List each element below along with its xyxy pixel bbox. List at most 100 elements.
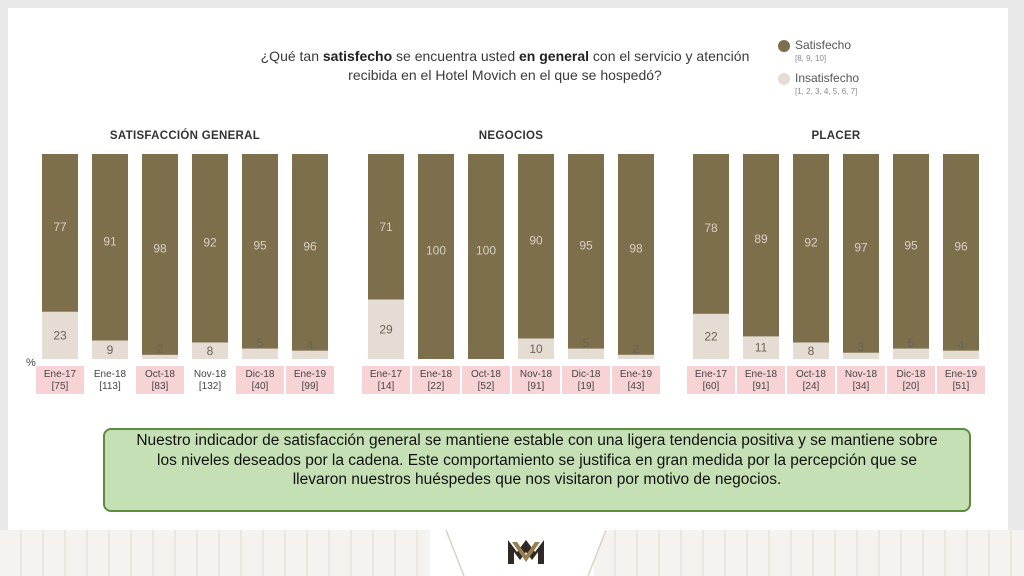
data-label-satisfecho: 95: [904, 238, 918, 252]
bar-satisfecho: [92, 154, 128, 341]
data-label-satisfecho: 71: [379, 220, 393, 234]
bar-satisfecho: [42, 154, 78, 312]
category-highlight: [412, 366, 460, 394]
category-highlight: [687, 366, 735, 394]
bar-insatisfecho: [368, 299, 404, 359]
data-label-insatisfecho: 5: [908, 336, 915, 350]
bar-insatisfecho: [693, 313, 729, 359]
data-label-satisfecho: 78: [704, 221, 718, 235]
sample-size-label: [132]: [199, 381, 221, 392]
category-label: Oct-18: [796, 369, 826, 380]
question-mid: se encuentra usted: [392, 48, 520, 64]
sample-size-label: [60]: [703, 381, 720, 392]
percent-axis-label: %: [26, 357, 36, 369]
category-highlight: [562, 366, 610, 394]
category-label: Oct-18: [471, 369, 501, 380]
bar-satisfecho: [142, 154, 178, 355]
category-highlight: [612, 366, 660, 394]
sample-size-label: [20]: [903, 381, 920, 392]
category-label: Oct-18: [145, 369, 175, 380]
bar-satisfecho: [292, 154, 328, 351]
data-label-satisfecho: 91: [103, 234, 117, 248]
question-post: con el servicio y atención recibida en e…: [348, 48, 750, 83]
bar-insatisfecho: [42, 311, 78, 359]
category-highlight: [737, 366, 785, 394]
sample-size-label: [83]: [152, 381, 169, 392]
sample-size-label: [19]: [578, 381, 595, 392]
legend-label-insatisfecho: Insatisfecho: [795, 71, 860, 85]
legend-label-satisfecho: Satisfecho: [795, 38, 852, 52]
bar-insatisfecho: [92, 340, 128, 359]
chart-group-3: PLACER 78 22 Ene-17[60] 89 11 Ene-18[91] 92 8 Oct…: [687, 130, 985, 394]
data-label-satisfecho: 92: [804, 235, 818, 249]
bar-satisfecho: [943, 154, 979, 351]
category-highlight: [36, 366, 84, 394]
category-label: Nov-18: [194, 369, 227, 380]
data-label-insatisfecho: 29: [379, 322, 393, 336]
bar-insatisfecho: [142, 354, 178, 359]
legend-range-insatisfecho: [1, 2, 3, 4, 5, 6, 7]: [795, 87, 858, 96]
sample-size-label: [14]: [378, 381, 395, 392]
data-label-satisfecho: 98: [629, 241, 643, 255]
data-label-insatisfecho: 9: [107, 343, 114, 357]
footer-ornament-right: [594, 530, 1024, 576]
chart-title: NEGOCIOS: [479, 130, 543, 142]
data-label-insatisfecho: 8: [808, 344, 815, 358]
category-label: Dic-18: [897, 369, 926, 380]
category-label: Nov-18: [845, 369, 878, 380]
question-bold-en-general: en general: [519, 48, 590, 64]
data-label-insatisfecho: 2: [157, 342, 164, 356]
data-label-satisfecho: 89: [754, 232, 768, 246]
stacked-bar-charts: SATISFACCIÓN GENERAL7723Ene-17[75]919Ene…: [26, 129, 985, 394]
bar-insatisfecho: [242, 348, 278, 359]
data-label-insatisfecho: 5: [583, 336, 590, 350]
category-label: Nov-18: [520, 369, 553, 380]
bar-satisfecho: [743, 154, 779, 337]
bar-satisfecho: [192, 154, 228, 343]
data-label-insatisfecho: 4: [307, 338, 314, 352]
movich-logo: [446, 530, 606, 576]
data-label-insatisfecho: 8: [207, 344, 214, 358]
bar-insatisfecho: [568, 348, 604, 359]
category-label: Dic-18: [572, 369, 601, 380]
legend-swatch-insatisfecho: [778, 73, 790, 85]
bar-satisfecho: [418, 154, 454, 359]
sample-size-label: [91]: [753, 381, 770, 392]
data-label-satisfecho: 95: [579, 238, 593, 252]
category-highlight: [787, 366, 835, 394]
category-highlight: [937, 366, 985, 394]
summary-callout: Nuestro indicador de satisfacción genera…: [103, 428, 971, 512]
data-label-satisfecho: 95: [253, 238, 267, 252]
bar-satisfecho: [618, 154, 654, 355]
category-label: Ene-19: [620, 369, 653, 380]
data-label-insatisfecho: 5: [257, 336, 264, 350]
footer-ornament-left: [0, 530, 430, 576]
data-label-insatisfecho: 4: [958, 338, 965, 352]
bar-satisfecho: [368, 154, 404, 300]
data-label-satisfecho: 97: [854, 240, 868, 254]
sample-size-label: [75]: [52, 381, 69, 392]
data-label-insatisfecho: 10: [529, 342, 543, 356]
bar-insatisfecho: [843, 352, 879, 359]
sample-size-label: [99]: [302, 381, 319, 392]
sample-size-label: [43]: [628, 381, 645, 392]
category-highlight: [837, 366, 885, 394]
bar-insatisfecho: [292, 350, 328, 359]
sample-size-label: [40]: [252, 381, 269, 392]
data-label-satisfecho: 100: [426, 244, 446, 258]
bar-satisfecho: [893, 154, 929, 349]
sample-size-label: [91]: [528, 381, 545, 392]
bar-satisfecho: [568, 154, 604, 349]
category-label: Ene-18: [745, 369, 778, 380]
category-label: Ene-19: [945, 369, 978, 380]
data-label-satisfecho: 92: [203, 235, 217, 249]
sample-size-label: [52]: [478, 381, 495, 392]
data-label-satisfecho: 100: [476, 244, 496, 258]
legend-swatch-satisfecho: [778, 40, 790, 52]
question-pre: ¿Qué tan: [260, 48, 323, 64]
category-label: Ene-17: [370, 369, 403, 380]
category-label: Ene-17: [695, 369, 728, 380]
category-highlight: [286, 366, 334, 394]
data-label-insatisfecho: 22: [704, 329, 718, 343]
